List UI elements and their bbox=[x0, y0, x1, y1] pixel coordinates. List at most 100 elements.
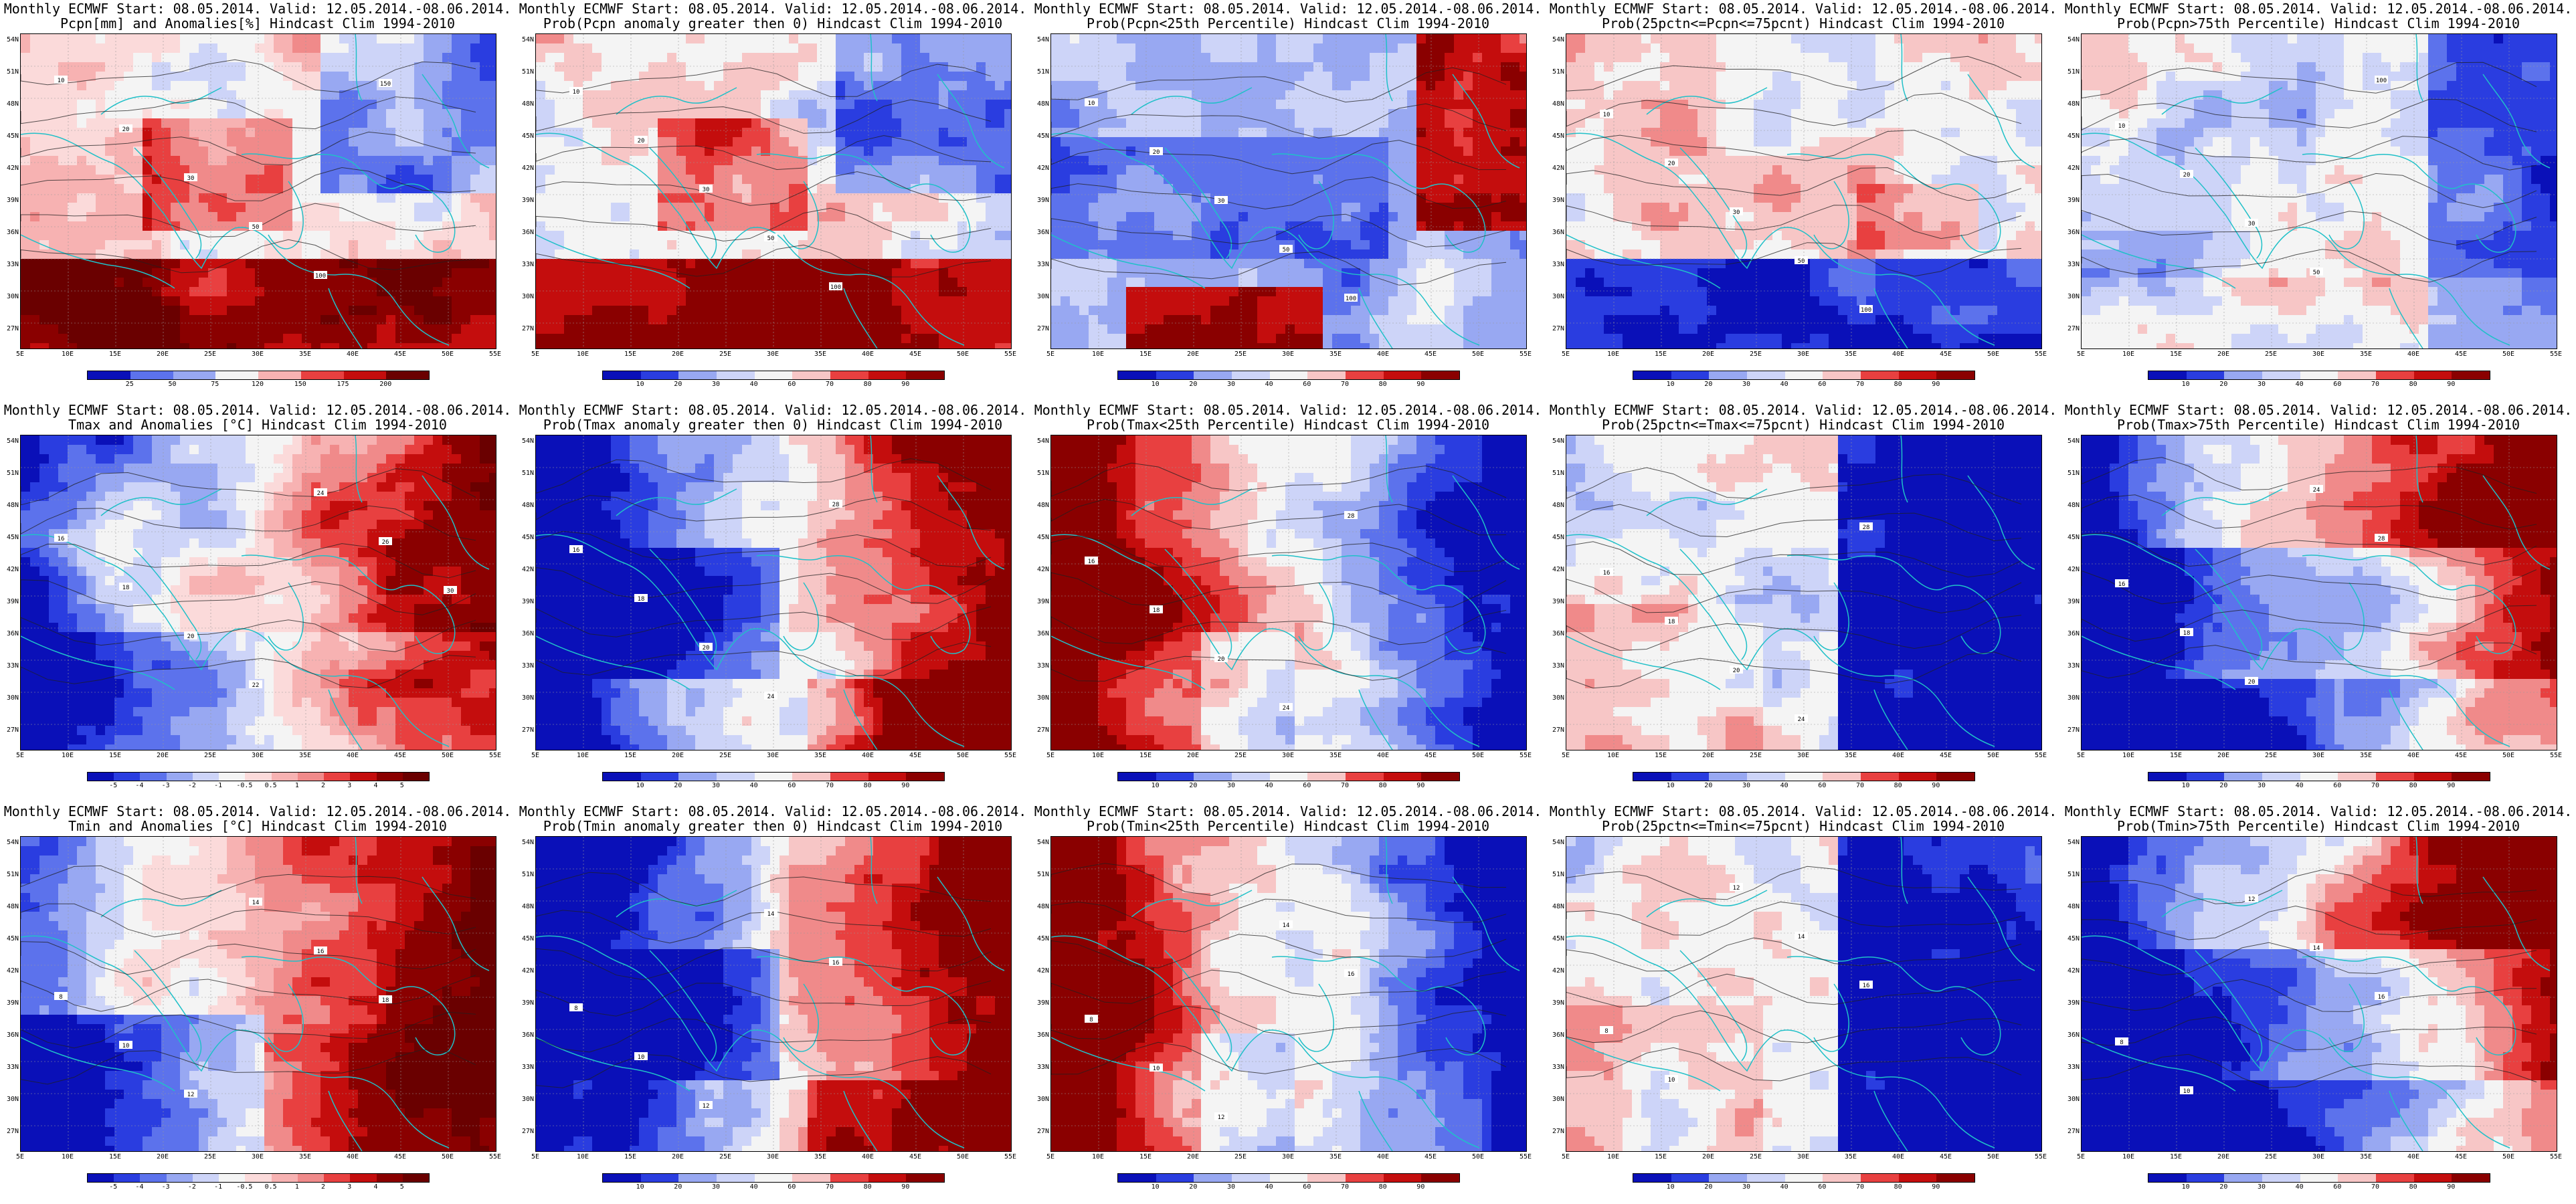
lon-label: 55E bbox=[485, 1153, 505, 1161]
lon-label: 35E bbox=[1841, 752, 1861, 759]
panel-title: Monthly ECMWF Start: 08.05.2014. Valid: … bbox=[0, 804, 515, 833]
lon-label: 20E bbox=[153, 1153, 173, 1161]
colorbar-tick-label: 70 bbox=[1847, 1183, 1873, 1191]
contour-label: 24 bbox=[1283, 705, 1290, 712]
lon-label: 55E bbox=[1515, 1153, 1536, 1161]
forecast-map: 16 18 20 22 24 26 30 bbox=[20, 435, 496, 750]
lon-label: 45E bbox=[2451, 350, 2471, 358]
lon-label: 5E bbox=[1556, 1153, 1576, 1161]
colorbar-tick-label: 80 bbox=[1370, 381, 1396, 388]
panel-title: Monthly ECMWF Start: 08.05.2014. Valid: … bbox=[0, 1, 515, 31]
lon-label: 25E bbox=[715, 752, 735, 759]
lon-label: 45E bbox=[905, 350, 925, 358]
panel-title-line-1: Monthly ECMWF Start: 08.05.2014. Valid: … bbox=[2061, 804, 2576, 819]
lon-label: 40E bbox=[858, 350, 878, 358]
colorbar-tick-label: 70 bbox=[2362, 1183, 2389, 1191]
panel-title: Monthly ECMWF Start: 08.05.2014. Valid: … bbox=[2061, 1, 2576, 31]
lon-label: 10E bbox=[2118, 1153, 2138, 1161]
lat-label: 42N bbox=[517, 165, 534, 172]
lat-label: 33N bbox=[2062, 262, 2080, 268]
lon-label: 50E bbox=[953, 1153, 973, 1161]
lat-label: 36N bbox=[517, 229, 534, 236]
colorbar bbox=[2148, 371, 2490, 380]
lat-label: 30N bbox=[1547, 695, 1564, 702]
contour-label: 18 bbox=[1668, 619, 1675, 625]
colorbar-tick-label: 90 bbox=[1407, 1183, 1434, 1191]
colorbar-tick-label: 1 bbox=[284, 782, 310, 789]
lon-label: 30E bbox=[1793, 350, 1813, 358]
lon-label: 5E bbox=[1556, 350, 1576, 358]
colorbar-tick-label: -4 bbox=[126, 1183, 153, 1191]
lon-label: 40E bbox=[2403, 1153, 2423, 1161]
lon-label: 50E bbox=[1468, 350, 1488, 358]
colorbar-tick-label: 75 bbox=[201, 381, 228, 388]
contour-label: 100 bbox=[1346, 296, 1356, 302]
lat-label: 27N bbox=[1032, 1128, 1049, 1135]
panel-title-line-2: Pcpn[mm] and Anomalies[%] Hindcast Clim … bbox=[0, 16, 515, 31]
contour-label: 8 bbox=[2120, 1039, 2123, 1046]
panel-title: Monthly ECMWF Start: 08.05.2014. Valid: … bbox=[1030, 804, 1546, 833]
lat-label: 45N bbox=[1032, 133, 1049, 140]
lon-label: 5E bbox=[525, 1153, 545, 1161]
lat-label: 54N bbox=[517, 438, 534, 445]
lon-label: 15E bbox=[105, 1153, 125, 1161]
lon-label: 35E bbox=[810, 350, 830, 358]
lon-label: 10E bbox=[1603, 1153, 1623, 1161]
colorbar-tick-label: 80 bbox=[1370, 1183, 1396, 1191]
contour-label: 100 bbox=[1861, 307, 1871, 314]
colorbar-tick-label: 25 bbox=[116, 381, 143, 388]
lon-label: 15E bbox=[2166, 350, 2186, 358]
panel-title-line-2: Prob(25pctn<=Tmax<=75pcnt) Hindcast Clim… bbox=[1546, 417, 2061, 432]
lon-label: 5E bbox=[1040, 752, 1061, 759]
lat-label: 33N bbox=[1547, 663, 1564, 670]
colorbar-tick-label: 20 bbox=[664, 381, 691, 388]
contour-label: 28 bbox=[832, 502, 840, 508]
lon-label: 40E bbox=[343, 350, 363, 358]
colorbar bbox=[602, 772, 945, 781]
colorbar-tick-label: 10 bbox=[1657, 1183, 1684, 1191]
lon-label: 15E bbox=[105, 752, 125, 759]
colorbar-tick-label: 30 bbox=[1733, 782, 1760, 789]
colorbar-tick-label: 30 bbox=[2248, 1183, 2275, 1191]
lat-label: 42N bbox=[2062, 968, 2080, 975]
forecast-map: 16 18 20 24 28 bbox=[1050, 435, 1527, 750]
contour-label: 30 bbox=[703, 187, 710, 193]
panel-title: Monthly ECMWF Start: 08.05.2014. Valid: … bbox=[1030, 1, 1546, 31]
lon-label: 20E bbox=[668, 752, 688, 759]
lon-label: 35E bbox=[1325, 1153, 1346, 1161]
lon-label: 20E bbox=[1183, 350, 1203, 358]
forecast-panel-3: Monthly ECMWF Start: 08.05.2014. Valid: … bbox=[1030, 0, 1546, 401]
map-field: 10 20 30 50 100 150 bbox=[21, 34, 496, 348]
lat-label: 33N bbox=[1032, 262, 1049, 268]
contour-label: 10 bbox=[1603, 112, 1611, 118]
contour-label: 18 bbox=[638, 596, 645, 603]
lat-label: 42N bbox=[1032, 968, 1049, 975]
lat-label: 33N bbox=[1032, 1064, 1049, 1071]
lon-label: 25E bbox=[200, 350, 220, 358]
lon-label: 25E bbox=[1230, 1153, 1251, 1161]
lon-label: 50E bbox=[2498, 752, 2518, 759]
lat-label: 27N bbox=[1032, 727, 1049, 734]
colorbar-tick-label: 60 bbox=[1293, 1183, 1320, 1191]
contour-label: 20 bbox=[638, 138, 645, 144]
lat-label: 51N bbox=[2062, 69, 2080, 76]
panel-title-line-1: Monthly ECMWF Start: 08.05.2014. Valid: … bbox=[515, 804, 1030, 819]
forecast-map: 8 10 12 14 16 bbox=[1050, 836, 1527, 1152]
lat-label: 27N bbox=[1, 1128, 19, 1135]
colorbar-tick-label: 90 bbox=[1922, 1183, 1949, 1191]
panel-title: Monthly ECMWF Start: 08.05.2014. Valid: … bbox=[1546, 403, 2061, 432]
colorbar-tick-label: 20 bbox=[664, 1183, 691, 1191]
colorbar-tick-label: 60 bbox=[1293, 782, 1320, 789]
lon-label: 10E bbox=[1603, 350, 1623, 358]
lat-label: 54N bbox=[517, 37, 534, 43]
contour-label: 16 bbox=[2118, 581, 2126, 588]
lat-label: 33N bbox=[517, 1064, 534, 1071]
panel-title: Monthly ECMWF Start: 08.05.2014. Valid: … bbox=[1030, 403, 1546, 432]
lat-label: 48N bbox=[2062, 904, 2080, 910]
lat-label: 54N bbox=[1, 438, 19, 445]
lon-label: 45E bbox=[2451, 752, 2471, 759]
lon-label: 55E bbox=[2546, 752, 2566, 759]
contour-label: 12 bbox=[187, 1092, 195, 1098]
colorbar-tick-label: 175 bbox=[330, 381, 357, 388]
panel-title-line-2: Prob(Pcpn>75th Percentile) Hindcast Clim… bbox=[2061, 16, 2576, 31]
